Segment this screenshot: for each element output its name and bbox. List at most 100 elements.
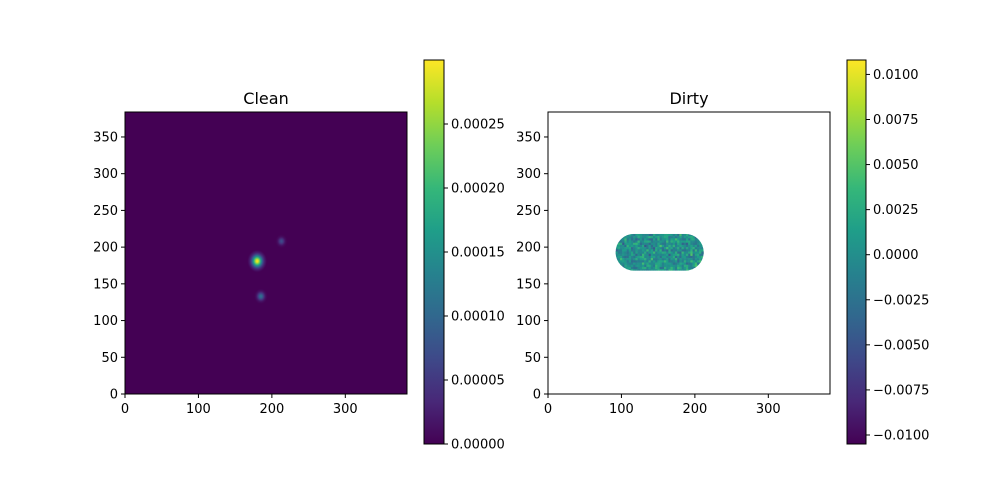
noise-pixel xyxy=(637,253,641,257)
noise-pixel xyxy=(688,269,691,271)
noise-pixel xyxy=(692,242,696,246)
noise-pixel xyxy=(672,253,676,257)
noise-pixel xyxy=(685,244,689,248)
noise-pixel xyxy=(681,260,685,263)
noise-pixel xyxy=(626,262,630,266)
noise-pixel xyxy=(659,251,663,255)
noise-pixel xyxy=(628,269,632,271)
noise-pixel xyxy=(685,236,689,239)
noise-pixel xyxy=(650,244,654,248)
noise-pixel xyxy=(637,233,641,237)
noise-pixel xyxy=(641,249,645,252)
noise-pixel xyxy=(628,258,632,261)
noise-pixel xyxy=(674,266,678,270)
noise-pixel xyxy=(624,249,627,252)
noise-pixel xyxy=(633,262,636,266)
noise-pixel xyxy=(646,233,649,237)
noise-pixel xyxy=(688,238,691,241)
noise-pixel xyxy=(688,247,691,250)
noise-pixel xyxy=(681,249,685,252)
noise-pixel xyxy=(652,255,656,259)
noise-pixel xyxy=(668,260,671,263)
noise-pixel xyxy=(657,244,660,248)
noise-pixel xyxy=(650,251,654,255)
noise-pixel xyxy=(701,253,704,257)
noise-pixel xyxy=(683,253,687,257)
noise-pixel xyxy=(663,262,667,266)
noise-pixel xyxy=(677,240,680,244)
noise-pixel xyxy=(696,262,700,266)
noise-pixel xyxy=(694,247,698,250)
noise-pixel xyxy=(690,262,693,266)
noise-pixel xyxy=(685,247,689,250)
noise-pixel xyxy=(668,266,671,270)
noise-pixel xyxy=(659,253,663,257)
noise-pixel xyxy=(679,236,682,239)
noise-pixel xyxy=(639,247,643,250)
noise-pixel xyxy=(646,247,649,250)
noise-pixel xyxy=(641,269,645,271)
noise-pixel xyxy=(655,236,658,239)
noise-pixel xyxy=(672,244,676,248)
noise-pixel xyxy=(674,242,678,246)
noise-pixel xyxy=(683,238,687,241)
noise-pixel xyxy=(630,262,634,266)
noise-pixel xyxy=(648,269,652,271)
noise-pixel xyxy=(633,260,636,263)
noise-pixel xyxy=(646,266,649,270)
noise-pixel xyxy=(668,247,671,250)
noise-pixel xyxy=(635,249,638,252)
noise-pixel xyxy=(652,269,656,271)
noise-pixel xyxy=(661,242,665,246)
noise-pixel xyxy=(639,264,643,268)
y-tick-label: 300 xyxy=(516,167,541,182)
noise-pixel xyxy=(657,249,660,252)
colorbar-tick-label: −0.0075 xyxy=(873,383,929,398)
noise-pixel xyxy=(628,233,632,237)
noise-pixel xyxy=(685,233,689,237)
noise-pixel xyxy=(670,262,674,266)
noise-pixel xyxy=(639,269,643,271)
panel-title: Dirty xyxy=(669,89,708,108)
noise-pixel xyxy=(666,242,669,246)
noise-pixel xyxy=(672,242,676,246)
noise-pixel xyxy=(622,247,625,250)
noise-pixel xyxy=(683,249,687,252)
noise-pixel xyxy=(624,253,627,257)
noise-pixel xyxy=(666,240,669,244)
noise-pixel xyxy=(670,249,674,252)
noise-pixel xyxy=(637,266,641,270)
noise-pixel xyxy=(674,236,678,239)
noise-pixel xyxy=(641,242,645,246)
noise-pixel xyxy=(701,255,704,259)
noise-pixel xyxy=(655,269,658,271)
noise-pixel xyxy=(696,253,700,257)
noise-pixel xyxy=(663,260,667,263)
noise-pixel xyxy=(692,249,696,252)
noise-pixel xyxy=(672,236,676,239)
noise-pixel xyxy=(692,258,696,261)
noise-pixel xyxy=(648,233,652,237)
noise-pixel xyxy=(683,233,687,237)
noise-pixel xyxy=(619,253,623,257)
noise-pixel xyxy=(699,260,702,263)
noise-pixel xyxy=(668,258,671,261)
noise-pixel xyxy=(633,253,636,257)
noise-pixel xyxy=(637,242,641,246)
noise-pixel xyxy=(677,238,680,241)
noise-pixel xyxy=(666,258,669,261)
noise-pixel xyxy=(624,260,627,263)
noise-pixel xyxy=(692,266,696,270)
noise-pixel xyxy=(681,266,685,270)
noise-pixel xyxy=(648,242,652,246)
noise-pixel xyxy=(694,244,698,248)
noise-pixel xyxy=(644,266,647,270)
noise-pixel xyxy=(679,244,682,248)
noise-pixel xyxy=(617,258,621,261)
noise-pixel xyxy=(674,262,678,266)
noise-pixel xyxy=(677,269,680,271)
noise-pixel xyxy=(668,238,671,241)
noise-pixel xyxy=(646,269,649,271)
noise-pixel xyxy=(635,251,638,255)
noise-pixel xyxy=(615,251,619,255)
